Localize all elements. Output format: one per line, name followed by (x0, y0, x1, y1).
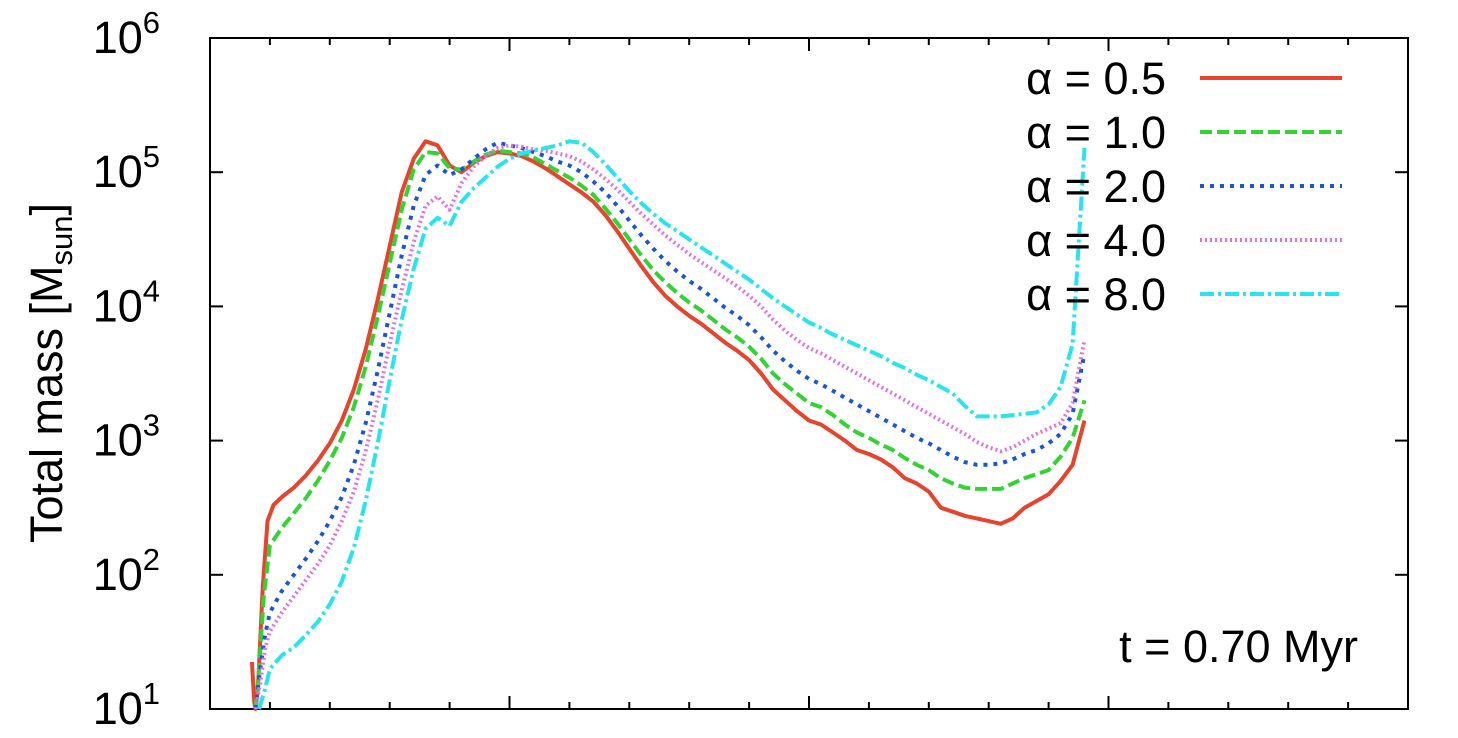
time-annotation: t = 0.70 Myr (1119, 621, 1358, 672)
legend-label: α = 1.0 (1026, 107, 1166, 158)
series-line-1 (249, 139, 1087, 711)
series-line-2 (253, 148, 1087, 710)
y-tick-label: 106 (93, 5, 160, 63)
legend-label: α = 4.0 (1026, 215, 1166, 266)
y-tick-label: 105 (93, 139, 160, 197)
legend: α = 0.5α = 1.0α = 2.0α = 4.0α = 8.0 (1026, 53, 1342, 320)
y-tick-label: 102 (93, 542, 160, 600)
series-lines (249, 139, 1087, 711)
legend-label: α = 8.0 (1026, 269, 1166, 320)
y-tick-label: 101 (93, 676, 160, 734)
legend-label: α = 0.5 (1026, 53, 1166, 104)
axis-ticks (210, 37, 1408, 710)
y-axis-label: Total mass [Msun] (21, 203, 79, 543)
y-tick-label: 104 (93, 273, 160, 331)
series-line-4 (253, 143, 1087, 710)
series-line-5 (257, 139, 1087, 710)
y-tick-label: 103 (93, 408, 160, 466)
series-line-3 (253, 140, 1087, 710)
y-tick-labels: 101 102 103 104 105 106 (93, 5, 160, 734)
legend-label: α = 2.0 (1026, 161, 1166, 212)
